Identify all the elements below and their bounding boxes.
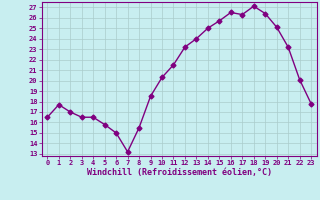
X-axis label: Windchill (Refroidissement éolien,°C): Windchill (Refroidissement éolien,°C) [87, 168, 272, 177]
